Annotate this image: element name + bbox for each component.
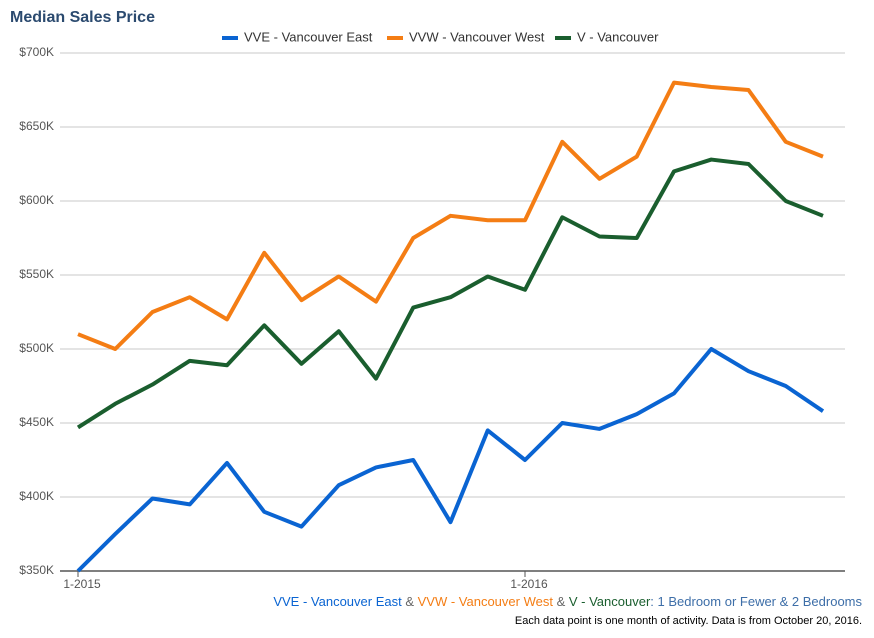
y-tick-label: $650K xyxy=(19,119,54,133)
legend-label: VVW - Vancouver West xyxy=(409,29,545,44)
y-tick-label: $450K xyxy=(19,415,54,429)
caption-part: VVE - Vancouver East xyxy=(273,594,402,609)
series-line xyxy=(77,80,824,351)
caption: VVE - Vancouver East & VVW - Vancouver W… xyxy=(273,594,862,609)
caption-part: V - Vancouver xyxy=(569,594,651,609)
x-tick-label: 1-2016 xyxy=(510,577,548,591)
series-line xyxy=(76,347,825,573)
caption-part: VVW - Vancouver West xyxy=(418,594,554,609)
caption-part: & xyxy=(402,594,418,609)
legend-item: VVE - Vancouver East xyxy=(222,29,373,44)
y-tick-label: $350K xyxy=(19,563,54,577)
caption-part: : 1 Bedroom or Fewer & 2 Bedrooms xyxy=(650,594,862,609)
y-tick-label: $550K xyxy=(19,267,54,281)
y-tick-label: $700K xyxy=(19,45,54,59)
caption-part: & xyxy=(553,594,569,609)
x-tick-label: 1-2015 xyxy=(63,577,101,591)
legend-item: VVW - Vancouver West xyxy=(387,29,545,44)
note: Each data point is one month of activity… xyxy=(515,615,862,627)
legend-label: V - Vancouver xyxy=(577,29,659,44)
legend-item: V - Vancouver xyxy=(555,29,659,44)
y-tick-label: $600K xyxy=(19,193,54,207)
y-tick-label: $400K xyxy=(19,489,54,503)
y-tick-label: $500K xyxy=(19,341,54,355)
legend-label: VVE - Vancouver East xyxy=(244,29,373,44)
chart-title: Median Sales Price xyxy=(10,9,155,26)
series-line xyxy=(76,157,824,430)
